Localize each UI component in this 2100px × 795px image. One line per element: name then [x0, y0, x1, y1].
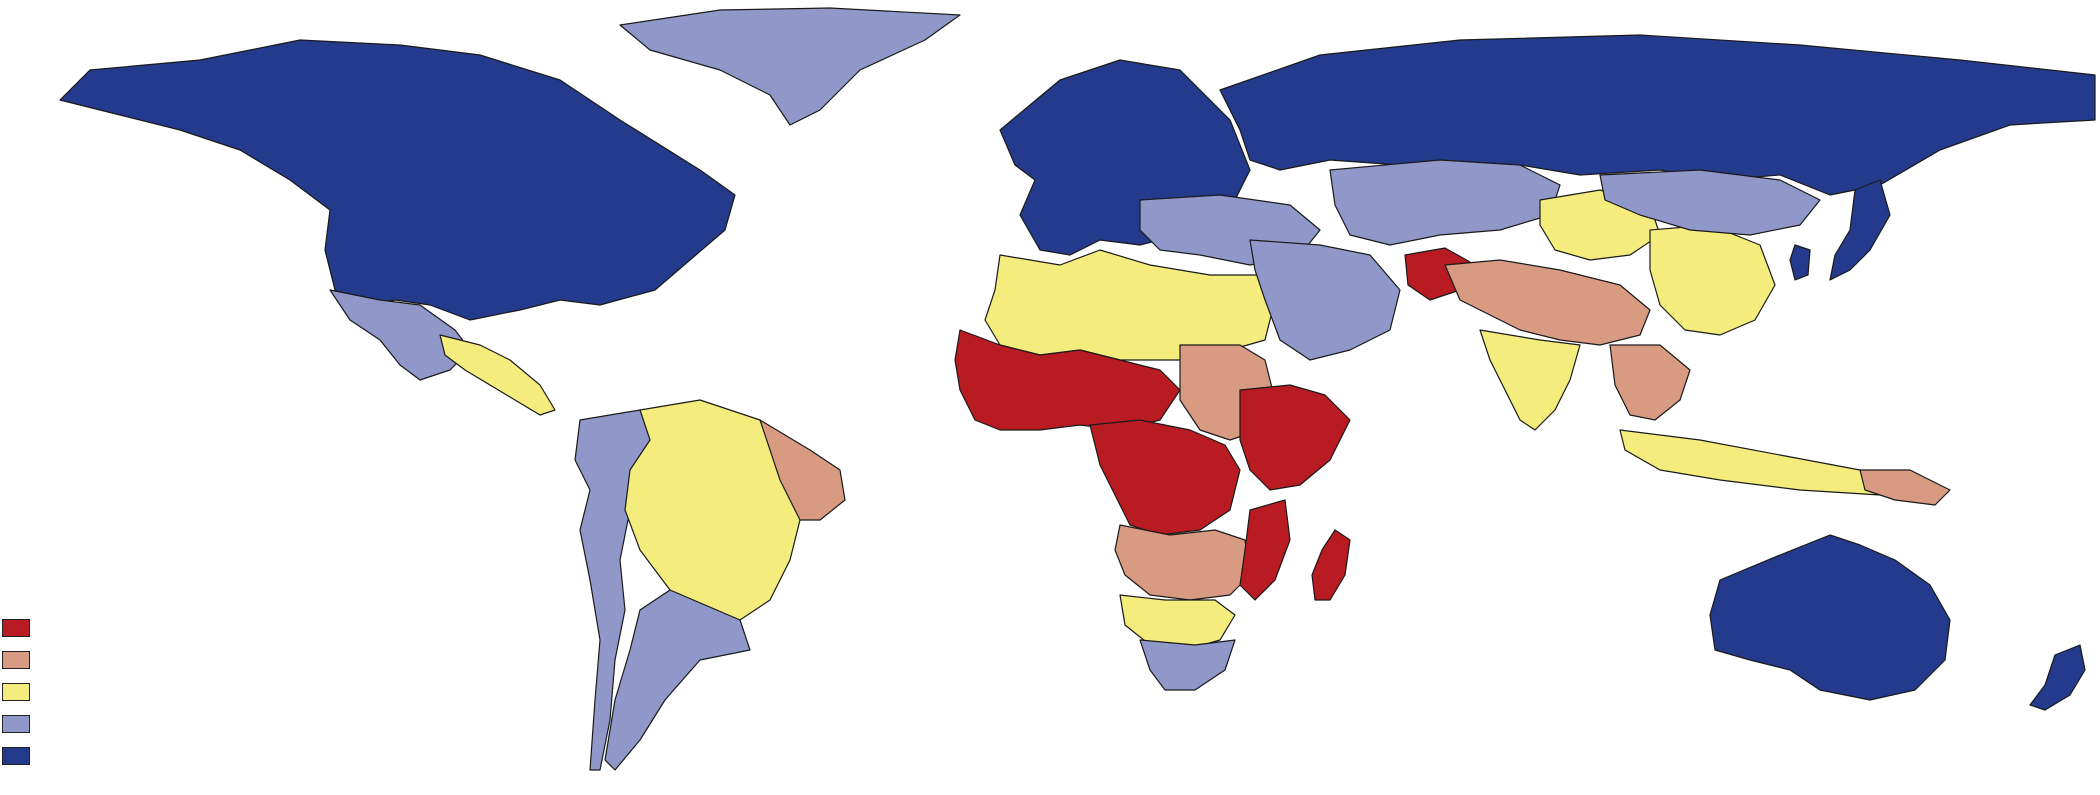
region-korea	[1789, 244, 1811, 281]
legend-item-class-4	[2, 708, 36, 740]
legend-item-class-3	[2, 676, 36, 708]
region-southern-central-africa	[1114, 524, 1251, 601]
legend-swatch-class-5	[2, 747, 30, 765]
region-russia	[1219, 34, 2096, 196]
region-middle-east	[1249, 239, 1401, 361]
legend-swatch-class-3	[2, 683, 30, 701]
region-japan	[1829, 179, 1891, 281]
region-horn-of-africa	[1239, 384, 1351, 491]
region-south-africa	[1139, 639, 1236, 691]
region-northeast-brazil	[759, 419, 846, 521]
region-southeast-asia	[1609, 344, 1691, 421]
legend-swatch-class-4	[2, 715, 30, 733]
region-china-east	[1649, 224, 1776, 336]
region-mozambique	[1239, 499, 1291, 601]
region-australia	[1709, 534, 1951, 701]
region-indonesia	[1619, 429, 1901, 496]
legend-swatch-class-2	[2, 651, 30, 669]
region-southern-cone	[604, 589, 751, 771]
region-central-africa	[1089, 419, 1241, 536]
legend-swatch-class-1	[2, 619, 30, 637]
region-south-asia	[1444, 259, 1651, 346]
region-greenland	[619, 7, 961, 126]
legend-item-class-5	[2, 740, 36, 772]
legend-item-class-2	[2, 644, 36, 676]
legend-item-class-1	[2, 612, 36, 644]
region-north-africa	[984, 249, 1276, 361]
map-legend	[2, 612, 36, 772]
region-new-zealand	[2029, 644, 2086, 711]
region-india	[1479, 329, 1581, 431]
region-mongolia-region	[1599, 169, 1821, 236]
region-central-america	[439, 334, 556, 416]
region-madagascar	[1311, 529, 1351, 601]
region-north-america	[59, 39, 736, 321]
region-central-asia	[1329, 159, 1561, 246]
region-papua-new-guinea	[1859, 469, 1951, 506]
region-southern-africa	[1119, 594, 1236, 651]
region-mexico	[329, 289, 471, 381]
